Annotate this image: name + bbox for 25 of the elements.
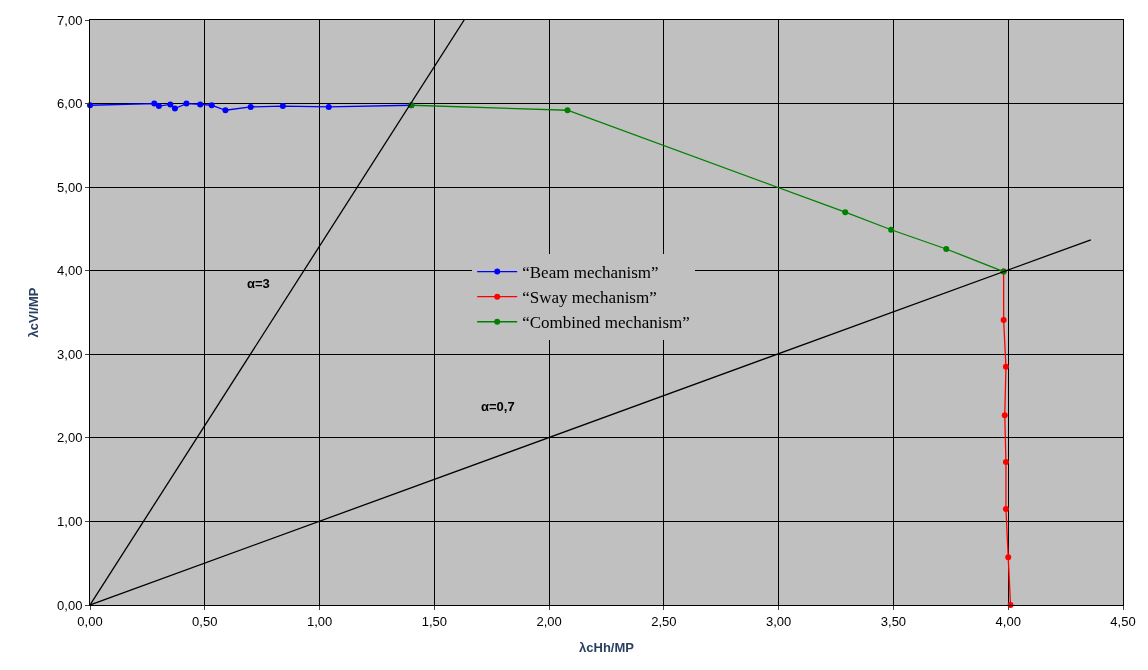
x-axis-title: λcHh/MP (579, 640, 635, 656)
legend-label: “Combined mechanism” (522, 313, 690, 333)
y-tick-label: 6,00 (57, 96, 83, 112)
x-tick-label: 3,00 (766, 613, 792, 629)
x-tick-label: 4,00 (995, 613, 1021, 629)
annotation: α=0,7 (481, 399, 515, 414)
x-tick-label: 2,50 (651, 613, 677, 629)
y-tick-label: 3,00 (57, 346, 83, 362)
x-tick-label: 4,50 (1110, 613, 1136, 629)
y-tick-label: 4,00 (57, 263, 83, 279)
x-tick-label: 2,00 (536, 613, 562, 629)
y-tick-label: 7,00 (57, 12, 83, 28)
y-axis-title: λcVl/MP (26, 287, 42, 338)
x-tick-label: 0,50 (192, 613, 218, 629)
x-tick-label: 1,00 (306, 613, 333, 629)
x-tick-label: 3,50 (880, 613, 907, 629)
x-tick-label: 0,00 (77, 613, 103, 629)
annotation: α=3 (247, 276, 270, 291)
y-tick-label: 2,00 (57, 430, 83, 446)
legend-label: “Beam mechanism” (522, 263, 659, 283)
y-tick-label: 1,00 (57, 513, 83, 529)
y-tick-label: 0,00 (57, 597, 83, 613)
legend-label: “Sway mechanism” (522, 288, 657, 308)
x-tick-label: 1,50 (421, 613, 447, 629)
y-tick-label: 5,00 (57, 179, 83, 195)
